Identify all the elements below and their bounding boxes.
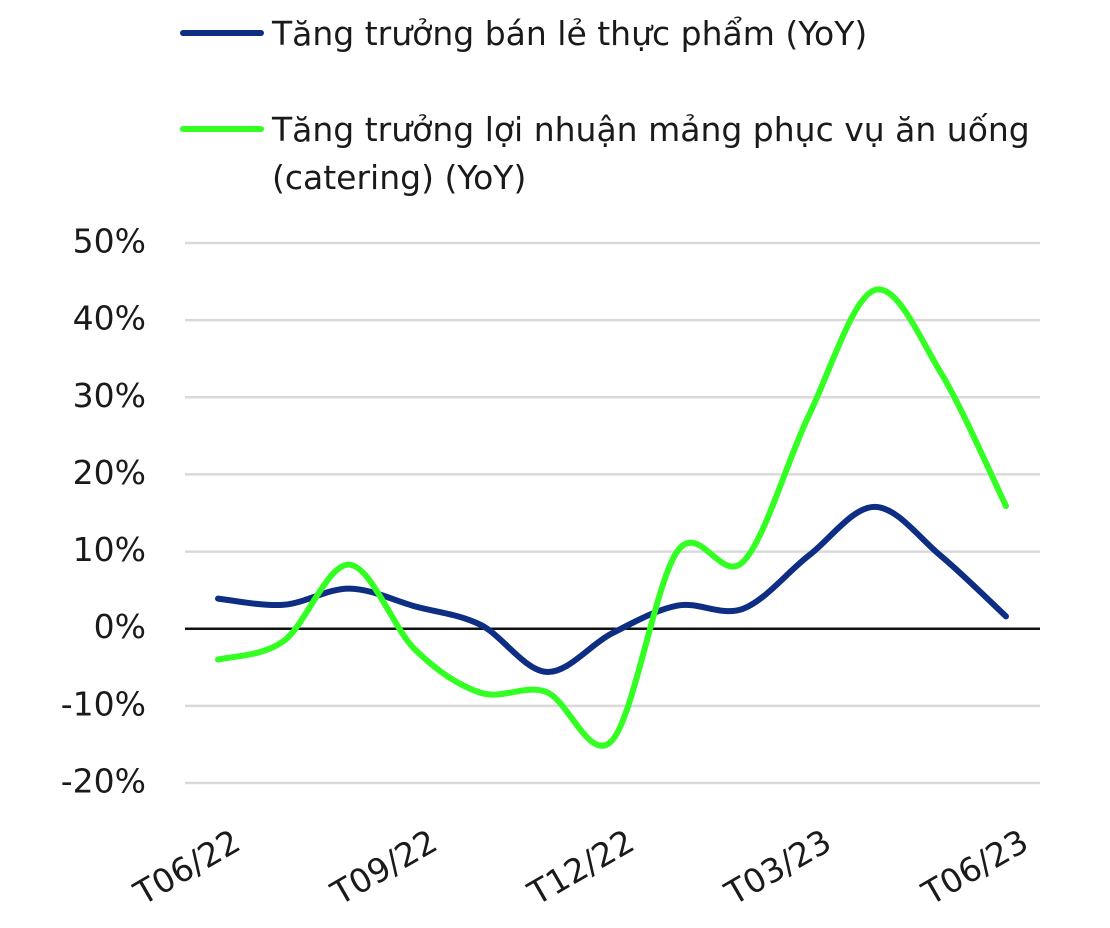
x-tick-label: T12/22 [521, 821, 641, 913]
series-line [215, 286, 1009, 749]
y-tick-label: 30% [73, 376, 146, 415]
y-tick-label: -10% [61, 684, 146, 723]
y-tick-label: 0% [94, 607, 146, 646]
y-tick-label: 20% [73, 453, 146, 492]
legend-item: Tăng trưởng lợi nhuận mảng phục vụ ăn uố… [180, 106, 1040, 202]
x-tick-label: T03/23 [718, 821, 838, 913]
legend-swatch [180, 126, 264, 132]
legend-swatch [180, 30, 264, 36]
x-tick-label: T09/22 [324, 821, 444, 913]
x-tick-label: T06/22 [127, 821, 247, 913]
legend-item: Tăng trưởng bán lẻ thực phẩm (YoY) [180, 10, 1040, 58]
x-tick-label: T06/23 [915, 821, 1035, 913]
y-tick-label: -20% [61, 762, 146, 801]
y-tick-label: 40% [73, 299, 146, 338]
legend-label: Tăng trưởng bán lẻ thực phẩm (YoY) [272, 14, 868, 53]
y-tick-label: 50% [73, 222, 146, 261]
y-tick-label: 10% [73, 530, 146, 569]
legend-label: Tăng trưởng lợi nhuận mảng phục vụ ăn uố… [272, 110, 1030, 197]
series-line [215, 503, 1009, 675]
